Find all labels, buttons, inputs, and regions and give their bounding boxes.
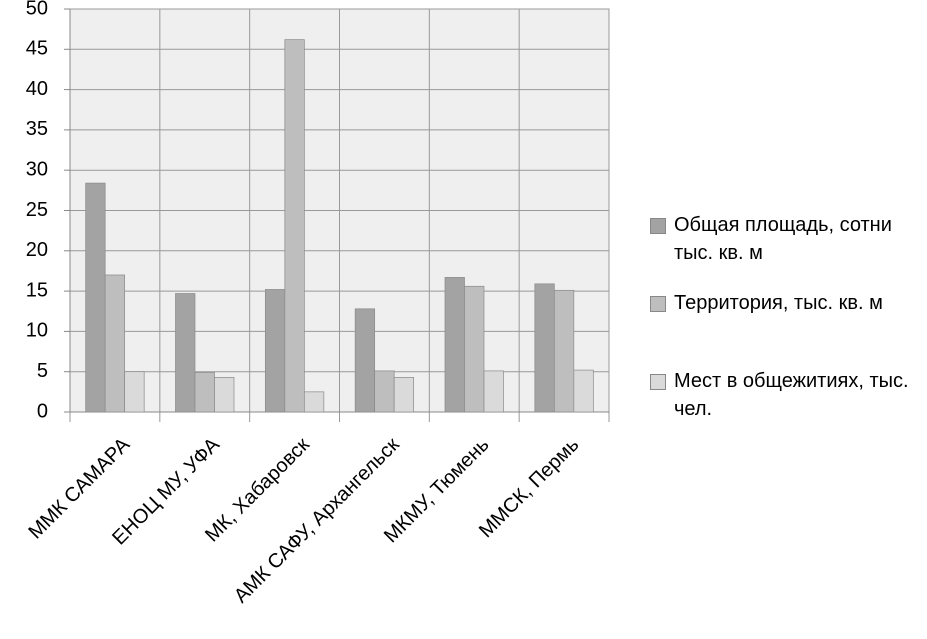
bar	[194, 372, 215, 413]
legend-label: Общая площадь, сотни тыс. кв. м	[674, 214, 892, 264]
bar	[85, 182, 106, 413]
bar	[264, 289, 286, 413]
legend-item: Мест в общежитиях, тыс. чел.	[650, 367, 925, 423]
bar	[573, 369, 594, 413]
bar	[444, 277, 465, 413]
legend-swatch	[650, 218, 666, 234]
legend-label: Территория, тыс. кв. м	[674, 292, 883, 314]
legend-label: Мест в общежитиях, тыс. чел.	[674, 370, 909, 420]
bar	[483, 370, 504, 413]
x-tick-label: АМК САФУ, Архангельск	[230, 434, 404, 608]
legend-swatch	[650, 374, 666, 390]
y-tick-label: 35	[26, 118, 48, 140]
y-tick-label: 50	[26, 0, 48, 19]
legend-item: Территория, тыс. кв. м	[650, 289, 925, 317]
y-tick-label: 30	[26, 158, 48, 180]
bar	[104, 274, 126, 413]
bar	[553, 289, 575, 413]
y-tick-label: 40	[26, 78, 48, 100]
bar	[393, 376, 415, 413]
y-tick-label: 25	[26, 199, 48, 221]
bar	[374, 370, 395, 413]
y-tick-label: 0	[37, 400, 48, 422]
y-tick-label: 45	[26, 38, 48, 60]
bar	[534, 283, 555, 413]
y-tick-label: 15	[26, 279, 48, 301]
bar	[214, 376, 235, 413]
bar	[354, 308, 376, 413]
bar	[175, 293, 196, 413]
bar	[464, 285, 485, 413]
bar	[303, 391, 325, 413]
bar	[284, 39, 305, 413]
legend-swatch	[650, 296, 666, 312]
legend-item: Общая площадь, сотни тыс. кв. м	[650, 211, 925, 267]
y-tick-label: 20	[26, 239, 48, 261]
y-tick-label: 5	[37, 360, 48, 382]
bar	[124, 371, 145, 413]
y-tick-label: 10	[26, 320, 48, 342]
